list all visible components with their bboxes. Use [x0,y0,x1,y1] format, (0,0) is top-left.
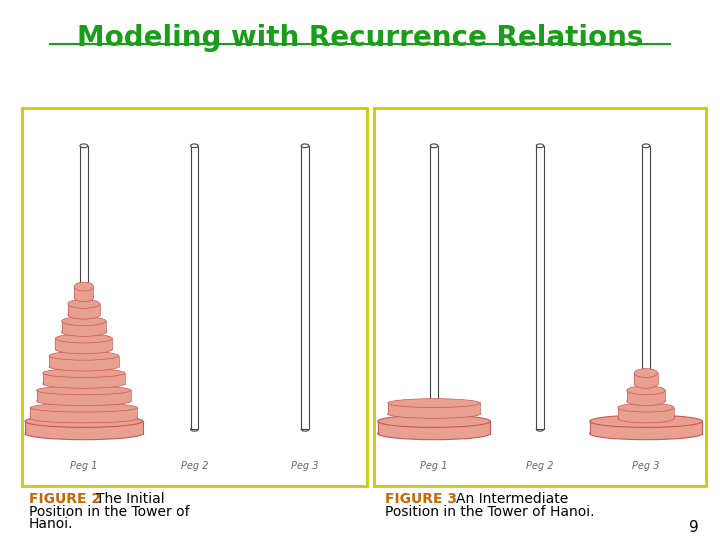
Ellipse shape [62,328,106,336]
Bar [74,287,94,298]
Text: Position in the Tower of: Position in the Tower of [29,505,189,519]
Text: Peg 2: Peg 2 [181,461,208,471]
Text: Peg 2: Peg 2 [526,461,554,471]
Ellipse shape [49,352,119,360]
Ellipse shape [30,414,138,423]
Ellipse shape [30,403,138,412]
Bar [634,373,657,384]
Ellipse shape [634,369,657,377]
Bar [642,146,649,429]
Ellipse shape [62,317,106,326]
Ellipse shape [536,428,544,431]
Bar [387,403,480,414]
Text: FIGURE 2: FIGURE 2 [29,492,101,507]
Ellipse shape [55,345,112,354]
Ellipse shape [431,144,438,147]
Ellipse shape [191,428,198,431]
Ellipse shape [55,334,112,343]
Ellipse shape [642,144,649,147]
Bar [37,390,131,401]
Ellipse shape [627,386,665,395]
Bar [191,146,198,429]
Text: Position in the Tower of Hanoi.: Position in the Tower of Hanoi. [385,505,595,519]
Text: An Intermediate: An Intermediate [456,492,568,507]
Ellipse shape [301,144,309,147]
Ellipse shape [590,415,702,428]
Bar [536,146,544,429]
Bar [618,408,674,418]
Ellipse shape [74,293,94,302]
Ellipse shape [378,415,490,428]
Ellipse shape [387,409,480,418]
Ellipse shape [37,397,131,406]
Ellipse shape [634,380,657,388]
Ellipse shape [642,428,649,431]
Ellipse shape [37,386,131,395]
Ellipse shape [431,428,438,431]
Ellipse shape [627,397,665,406]
Text: Modeling with Recurrence Relations: Modeling with Recurrence Relations [77,24,643,52]
Ellipse shape [68,310,100,319]
Ellipse shape [49,362,119,371]
Text: Peg 3: Peg 3 [292,461,319,471]
Bar [627,390,665,401]
Bar [42,373,125,384]
Bar [30,408,138,418]
Ellipse shape [191,144,198,147]
Bar [49,356,119,367]
Bar [55,339,112,349]
Ellipse shape [378,428,490,440]
Ellipse shape [536,144,544,147]
Bar [301,146,309,429]
Bar [431,146,438,429]
Ellipse shape [387,399,480,408]
Bar [62,321,106,332]
Ellipse shape [618,403,674,412]
Bar [378,421,490,434]
Bar [590,421,702,434]
Ellipse shape [25,415,143,428]
Bar [80,146,88,429]
Text: Hanoi.: Hanoi. [29,517,73,531]
Ellipse shape [618,414,674,423]
Text: Peg 3: Peg 3 [632,461,660,471]
Ellipse shape [80,144,88,147]
Bar [25,421,143,434]
Text: Peg 1: Peg 1 [70,461,97,471]
Text: FIGURE 3: FIGURE 3 [385,492,457,507]
Ellipse shape [301,428,309,431]
Text: Peg 1: Peg 1 [420,461,448,471]
Ellipse shape [42,369,125,377]
Ellipse shape [590,428,702,440]
Bar [68,304,100,315]
Text: The Initial: The Initial [96,492,164,507]
Ellipse shape [74,282,94,291]
Ellipse shape [25,428,143,440]
Ellipse shape [68,300,100,308]
Text: 9: 9 [688,519,698,535]
Ellipse shape [80,428,88,431]
Ellipse shape [42,380,125,388]
